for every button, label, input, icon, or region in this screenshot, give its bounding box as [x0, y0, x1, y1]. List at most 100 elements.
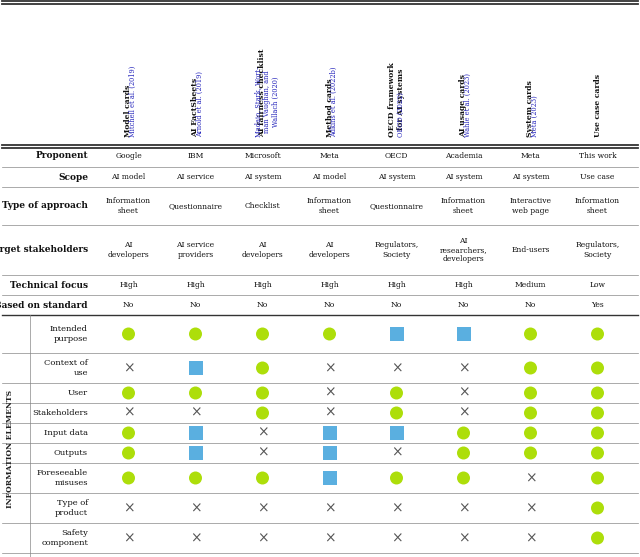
- Text: Arnold et al. (2019): Arnold et al. (2019): [187, 71, 204, 137]
- FancyBboxPatch shape: [323, 471, 337, 485]
- Text: Information
sheet: Information sheet: [307, 197, 352, 214]
- Text: AI service
providers: AI service providers: [177, 241, 214, 258]
- Text: AI service: AI service: [177, 173, 214, 181]
- Circle shape: [256, 361, 269, 374]
- Text: Questionnaire: Questionnaire: [168, 202, 223, 210]
- Text: AI
developers: AI developers: [308, 241, 350, 258]
- Circle shape: [524, 407, 537, 419]
- Circle shape: [122, 447, 135, 460]
- Circle shape: [524, 328, 537, 340]
- FancyBboxPatch shape: [456, 327, 470, 341]
- Circle shape: [524, 387, 537, 399]
- Text: Safety
component: Safety component: [41, 529, 88, 546]
- Text: Use case: Use case: [580, 173, 614, 181]
- Text: INFORMATION ELEMENTS: INFORMATION ELEMENTS: [6, 390, 14, 508]
- Text: Adkins et al. (2022b): Adkins et al. (2022b): [321, 66, 338, 137]
- Text: No: No: [324, 301, 335, 309]
- Text: AI model: AI model: [111, 173, 146, 181]
- Text: Stakeholders: Stakeholders: [32, 409, 88, 417]
- Text: Wahle et al. (2023): Wahle et al. (2023): [455, 73, 472, 137]
- Text: No: No: [458, 301, 469, 309]
- Text: AI FactSheets: AI FactSheets: [191, 78, 200, 137]
- Text: Checklist: Checklist: [244, 202, 280, 210]
- Text: ×: ×: [458, 406, 469, 420]
- FancyBboxPatch shape: [189, 361, 202, 375]
- Text: Outputs: Outputs: [54, 449, 88, 457]
- Circle shape: [524, 447, 537, 460]
- Circle shape: [591, 427, 604, 439]
- Text: Information
sheet: Information sheet: [575, 197, 620, 214]
- Text: ×: ×: [458, 531, 469, 545]
- Text: Scope: Scope: [58, 173, 88, 182]
- Circle shape: [390, 471, 403, 485]
- Text: Yes: Yes: [591, 301, 604, 309]
- Text: Use case cards: Use case cards: [593, 74, 602, 137]
- Circle shape: [591, 328, 604, 340]
- Text: Information
sheet: Information sheet: [441, 197, 486, 214]
- Text: ×: ×: [390, 446, 403, 460]
- Text: Microsoft: Microsoft: [244, 152, 281, 160]
- Circle shape: [457, 447, 470, 460]
- Text: ×: ×: [324, 361, 335, 375]
- Text: ×: ×: [458, 361, 469, 375]
- Text: No: No: [525, 301, 536, 309]
- Circle shape: [591, 531, 604, 545]
- Text: Technical focus: Technical focus: [10, 281, 88, 290]
- Text: Meta: Meta: [520, 152, 540, 160]
- Text: ×: ×: [458, 386, 469, 400]
- Text: Regulators,
Society: Regulators, Society: [575, 241, 620, 258]
- Text: Intended
purpose: Intended purpose: [50, 325, 88, 343]
- Text: No: No: [123, 301, 134, 309]
- Text: AI model: AI model: [312, 173, 347, 181]
- Text: ×: ×: [257, 531, 268, 545]
- Text: No: No: [257, 301, 268, 309]
- Text: System cards: System cards: [527, 80, 534, 137]
- FancyBboxPatch shape: [323, 446, 337, 460]
- Text: ×: ×: [390, 501, 403, 515]
- Text: IBM: IBM: [188, 152, 204, 160]
- Circle shape: [591, 501, 604, 515]
- Text: Madaio, Stark, Wort-
man Vaughan, and
Wallach (2020): Madaio, Stark, Wort- man Vaughan, and Wa…: [244, 67, 280, 137]
- Text: Regulators,
Society: Regulators, Society: [374, 241, 419, 258]
- Text: ×: ×: [123, 361, 134, 375]
- Text: ×: ×: [257, 501, 268, 515]
- Text: Type of approach: Type of approach: [2, 202, 88, 211]
- Text: High: High: [186, 281, 205, 289]
- Text: ×: ×: [189, 531, 202, 545]
- Text: OECD (2022): OECD (2022): [388, 92, 405, 137]
- Circle shape: [591, 407, 604, 419]
- Text: ×: ×: [458, 501, 469, 515]
- Circle shape: [256, 387, 269, 399]
- Text: ×: ×: [257, 446, 268, 460]
- Circle shape: [390, 407, 403, 419]
- Circle shape: [122, 328, 135, 340]
- Text: High: High: [253, 281, 272, 289]
- Text: ×: ×: [123, 501, 134, 515]
- FancyBboxPatch shape: [189, 426, 202, 440]
- Circle shape: [256, 407, 269, 419]
- Text: User: User: [68, 389, 88, 397]
- Text: Questionnaire: Questionnaire: [369, 202, 424, 210]
- Text: OECD: OECD: [385, 152, 408, 160]
- Text: AI
researchers,
developers: AI researchers, developers: [440, 237, 488, 263]
- FancyBboxPatch shape: [390, 426, 403, 440]
- Text: ×: ×: [324, 386, 335, 400]
- Circle shape: [189, 328, 202, 340]
- Text: High: High: [387, 281, 406, 289]
- Text: ×: ×: [189, 406, 202, 420]
- Text: Meta: Meta: [319, 152, 339, 160]
- Text: Mitchell et al. (2019): Mitchell et al. (2019): [120, 66, 137, 137]
- Text: Model cards: Model cards: [125, 85, 132, 137]
- Text: Google: Google: [115, 152, 142, 160]
- Text: ×: ×: [324, 406, 335, 420]
- Text: OECD framework
for AI systems: OECD framework for AI systems: [388, 62, 405, 137]
- Text: ×: ×: [257, 426, 268, 440]
- Circle shape: [122, 427, 135, 439]
- Text: ×: ×: [525, 501, 536, 515]
- Text: ×: ×: [390, 531, 403, 545]
- Text: ×: ×: [324, 531, 335, 545]
- FancyBboxPatch shape: [323, 426, 337, 440]
- FancyBboxPatch shape: [390, 327, 403, 341]
- Text: AI
developers: AI developers: [108, 241, 149, 258]
- Text: AI system: AI system: [445, 173, 483, 181]
